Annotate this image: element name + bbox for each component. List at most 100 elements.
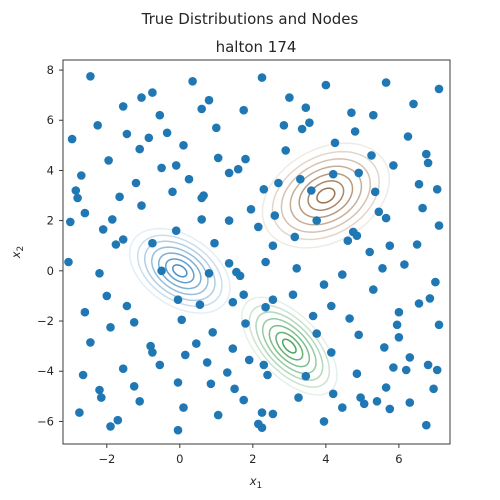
contour-brown-1 [307,180,345,211]
node-point [157,266,166,276]
node-point [259,360,269,370]
node-point [381,213,391,223]
node-point [352,231,362,240]
node-point [64,257,73,267]
x-tick-label: 0 [176,452,183,466]
node-point [195,300,205,310]
x-tick-label: 4 [322,452,329,466]
node-point [279,121,289,130]
node-point [257,423,267,433]
node-point [374,207,384,217]
contour-blue-3 [150,246,209,296]
node-point [429,384,438,394]
node-point [345,314,354,323]
node-point [129,318,139,327]
node-point [401,365,411,375]
node-point [224,259,234,268]
contour-green-0 [281,338,297,354]
node-point [228,297,238,307]
y-tick-label: −4 [37,364,54,378]
node-point [148,88,157,97]
node-point [75,408,84,417]
contour-blue-4 [143,240,216,302]
contour-blue-5 [136,234,223,308]
node-point [285,93,294,102]
node-point [369,110,378,120]
node-point [257,408,267,417]
node-point [343,236,353,245]
x-axis-ticks: −2 0 2 4 6 [98,444,403,466]
node-point [137,93,146,102]
node-point [389,363,398,372]
node-point [259,185,269,194]
node-point [144,133,154,143]
node-point [261,302,270,312]
node-point [274,178,283,188]
node-point [389,161,398,170]
node-point [261,257,270,267]
node-point [171,161,181,170]
node-point [268,295,278,305]
node-point [354,330,364,340]
node-point [223,368,232,377]
node-point [106,323,115,332]
y-tick-label: 6 [47,113,54,127]
node-point [213,410,223,420]
y-tick-label: 0 [47,264,54,278]
node-point [385,404,395,414]
node-point [328,389,338,399]
contour-green-3 [261,318,317,375]
node-point [188,77,197,86]
node-point [224,216,234,225]
node-point [365,247,375,257]
node-point [385,241,395,250]
node-point [296,174,305,184]
node-point [122,301,132,311]
node-point [359,399,369,409]
node-point [95,385,104,395]
node-point [431,277,440,287]
node-point [338,270,347,279]
node-point [338,403,347,412]
contour-green-6 [240,296,338,396]
y-tick-label: 8 [47,63,54,77]
node-point [206,379,216,389]
node-point [179,403,188,412]
node-point [422,420,431,430]
node-point [330,138,340,148]
node-point [305,118,314,127]
contour-green-2 [268,324,311,368]
node-point [290,232,300,242]
node-point [381,383,391,392]
node-point [319,280,329,289]
node-point [115,192,124,202]
node-point [131,178,141,188]
node-point [213,153,223,163]
node-point [86,72,95,81]
node-point [135,397,144,406]
node-point [148,348,157,357]
node-point [239,290,248,300]
node-point [381,78,391,87]
node-point [412,240,422,249]
node-point [294,393,303,402]
contour-brown-4 [280,158,372,233]
node-point [434,84,444,94]
node-point [270,211,280,220]
node-point [155,110,165,120]
y-tick-label: −2 [37,314,54,328]
density-contours [128,142,391,396]
node-point [171,226,181,235]
node-point [66,217,75,227]
y-tick-label: 2 [47,214,54,228]
node-point [204,95,214,105]
node-point [80,208,90,218]
node-point [179,141,188,150]
x-axis-label: x1 [249,474,263,491]
node-point [192,339,201,348]
node-point [235,271,245,281]
node-point [197,104,206,114]
node-point [423,158,433,168]
y-tick-label: −6 [37,414,54,428]
